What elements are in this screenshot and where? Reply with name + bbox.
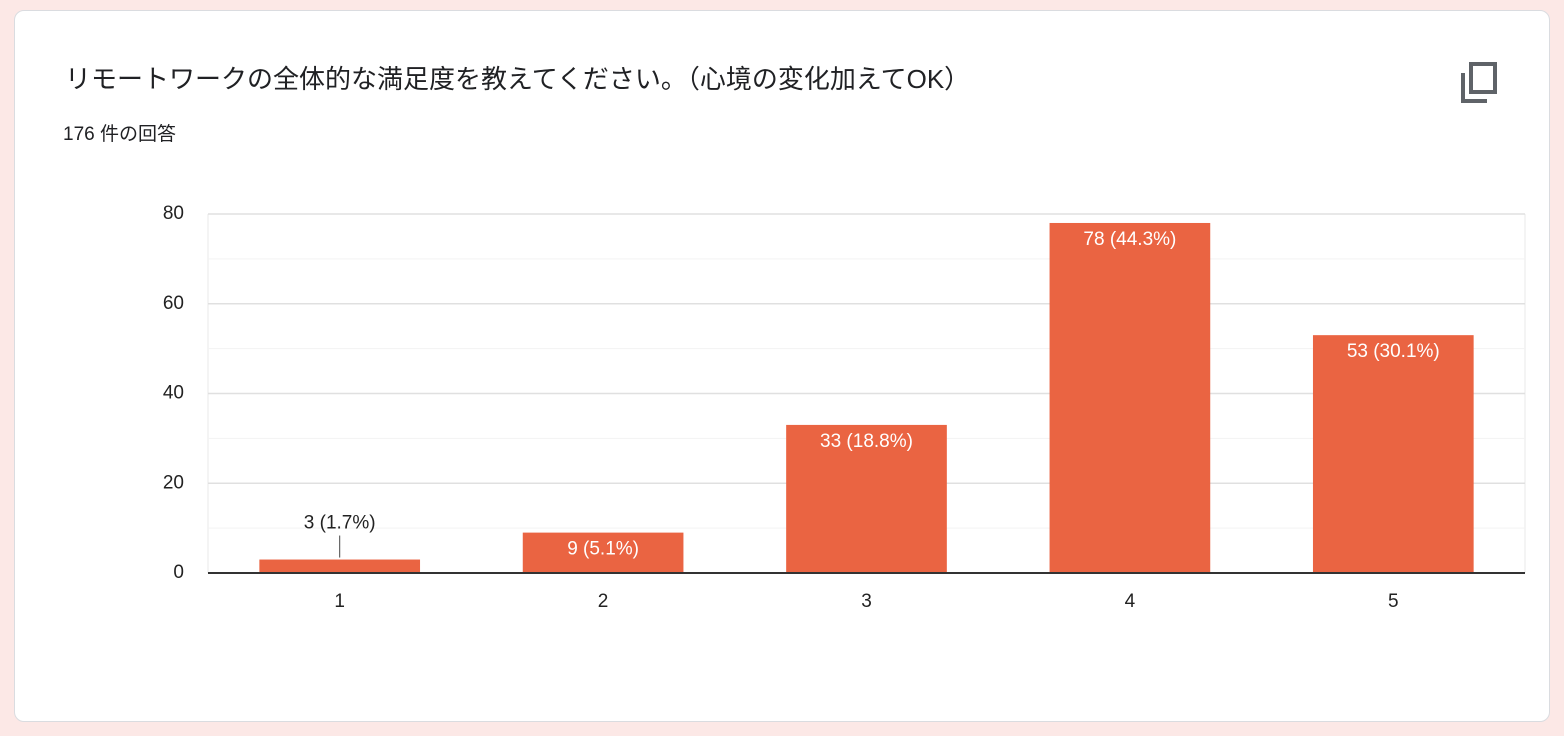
chart-subtitle: 176 件の回答 (63, 124, 176, 145)
data-label: 53 (30.1%) (1347, 341, 1440, 362)
data-label: 78 (44.3%) (1083, 229, 1176, 250)
data-label: 3 (1.7%) (304, 513, 376, 534)
bar (1049, 222, 1211, 573)
x-tick-label: 3 (861, 591, 872, 612)
y-tick-label: 60 (163, 293, 184, 314)
bar (259, 559, 421, 573)
x-tick-label: 1 (334, 591, 345, 612)
bar (522, 532, 684, 573)
copy-icon[interactable] (1459, 61, 1499, 105)
x-tick-label: 4 (1125, 591, 1136, 612)
y-tick-label: 40 (163, 383, 184, 404)
data-label: 9 (5.1%) (567, 539, 639, 560)
card: リモートワークの全体的な満足度を教えてください。（心境の変化加えてOK） 176… (14, 10, 1550, 722)
data-label: 33 (18.8%) (820, 431, 913, 452)
x-tick-label: 2 (598, 591, 609, 612)
y-tick-label: 80 (163, 203, 184, 224)
chart-title: リモートワークの全体的な満足度を教えてください。（心境の変化加えてOK） (65, 64, 971, 94)
y-tick-label: 20 (163, 472, 184, 493)
bar (1312, 335, 1474, 573)
y-tick-label: 0 (173, 562, 184, 583)
bar (786, 424, 947, 573)
x-tick-label: 5 (1388, 591, 1399, 612)
